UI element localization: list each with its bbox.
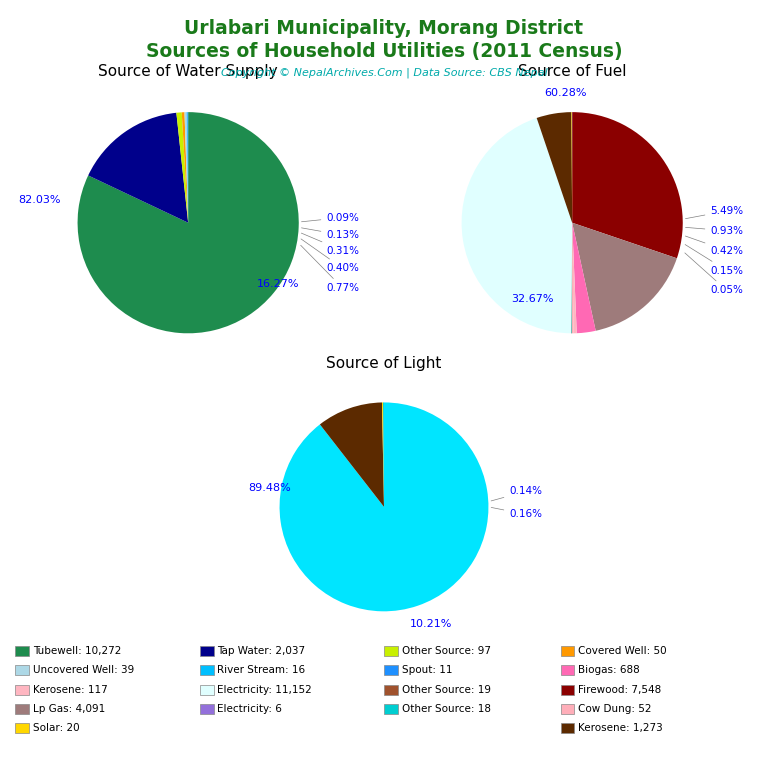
Wedge shape [571, 223, 572, 333]
Wedge shape [572, 223, 596, 333]
Wedge shape [537, 112, 572, 223]
Text: 0.14%: 0.14% [491, 486, 542, 501]
Wedge shape [320, 402, 384, 507]
Text: Other Source: 18: Other Source: 18 [402, 703, 491, 714]
Text: Sources of Household Utilities (2011 Census): Sources of Household Utilities (2011 Cen… [146, 42, 622, 61]
Text: Other Source: 19: Other Source: 19 [402, 684, 491, 695]
Wedge shape [572, 112, 683, 258]
Text: 89.48%: 89.48% [248, 483, 291, 493]
Wedge shape [382, 402, 384, 507]
Title: Source of Light: Source of Light [326, 356, 442, 371]
Text: Tubewell: 10,272: Tubewell: 10,272 [33, 646, 121, 657]
Text: 0.93%: 0.93% [686, 226, 743, 236]
Text: River Stream: 16: River Stream: 16 [217, 665, 306, 676]
Text: 0.13%: 0.13% [302, 228, 359, 240]
Text: Cow Dung: 52: Cow Dung: 52 [578, 703, 652, 714]
Text: 5.49%: 5.49% [686, 206, 743, 219]
Text: 10.21%: 10.21% [410, 619, 452, 629]
Wedge shape [383, 402, 384, 507]
Text: 0.31%: 0.31% [301, 233, 359, 256]
Text: 0.42%: 0.42% [685, 236, 743, 256]
Wedge shape [177, 112, 188, 223]
Text: 0.09%: 0.09% [302, 213, 359, 223]
Wedge shape [187, 112, 188, 223]
Text: 32.67%: 32.67% [511, 294, 554, 304]
Text: 0.40%: 0.40% [301, 239, 359, 273]
Text: 0.77%: 0.77% [301, 245, 359, 293]
Text: Other Source: 97: Other Source: 97 [402, 646, 491, 657]
Text: 82.03%: 82.03% [18, 195, 61, 205]
Text: 0.15%: 0.15% [685, 244, 743, 276]
Text: 60.28%: 60.28% [545, 88, 587, 98]
Text: Covered Well: 50: Covered Well: 50 [578, 646, 667, 657]
Text: Kerosene: 117: Kerosene: 117 [33, 684, 108, 695]
Text: Firewood: 7,548: Firewood: 7,548 [578, 684, 661, 695]
Text: 0.05%: 0.05% [685, 253, 743, 296]
Wedge shape [184, 112, 188, 223]
Wedge shape [88, 113, 188, 223]
Wedge shape [78, 112, 299, 333]
Text: Copyright © NepalArchives.Com | Data Source: CBS Nepal: Copyright © NepalArchives.Com | Data Sou… [220, 68, 548, 78]
Wedge shape [462, 118, 572, 333]
Text: Electricity: 6: Electricity: 6 [217, 703, 282, 714]
Text: Uncovered Well: 39: Uncovered Well: 39 [33, 665, 134, 676]
Text: Kerosene: 1,273: Kerosene: 1,273 [578, 723, 663, 733]
Text: Electricity: 11,152: Electricity: 11,152 [217, 684, 312, 695]
Text: 16.27%: 16.27% [257, 279, 300, 289]
Text: Solar: 20: Solar: 20 [33, 723, 80, 733]
Text: Urlabari Municipality, Morang District: Urlabari Municipality, Morang District [184, 19, 584, 38]
Text: Biogas: 688: Biogas: 688 [578, 665, 640, 676]
Text: Tap Water: 2,037: Tap Water: 2,037 [217, 646, 306, 657]
Wedge shape [572, 223, 574, 333]
Title: Source of Water Supply: Source of Water Supply [98, 65, 278, 79]
Wedge shape [572, 223, 677, 331]
Title: Source of Fuel: Source of Fuel [518, 65, 627, 79]
Wedge shape [280, 402, 488, 611]
Text: Lp Gas: 4,091: Lp Gas: 4,091 [33, 703, 105, 714]
Text: Spout: 11: Spout: 11 [402, 665, 452, 676]
Text: 0.16%: 0.16% [492, 508, 542, 519]
Wedge shape [182, 112, 188, 223]
Wedge shape [572, 223, 577, 333]
